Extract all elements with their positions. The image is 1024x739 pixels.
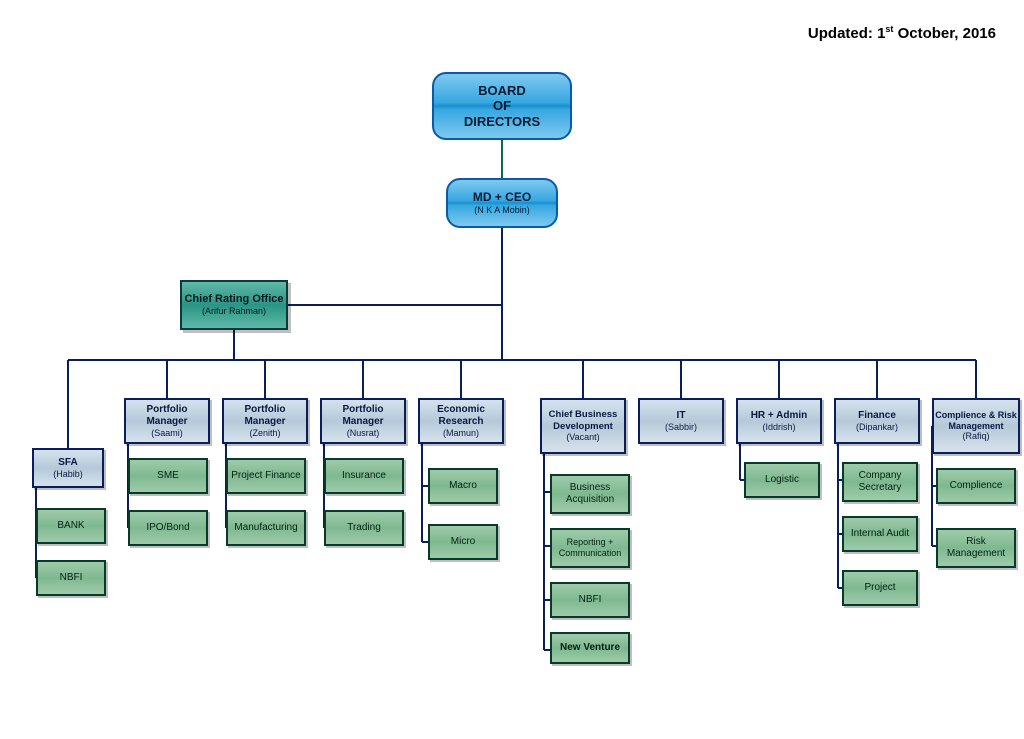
sfa: SFA(Habib) [32,448,104,488]
leaf-nbfi-1: NBFI [36,560,106,596]
leaf-reporting-communication: Reporting + Communication [550,528,630,568]
leaf-ipo-bond: IPO/Bond [128,510,208,546]
portfolio-manager-zenith: Portfolio Manager(Zenith) [222,398,308,444]
leaf-project-finance: Project Finance [226,458,306,494]
portfolio-manager-saami: Portfolio Manager(Saami) [124,398,210,444]
leaf-company-secretary: Company Secretary [842,462,918,502]
chief-business-development: Chief Business Development(Vacant) [540,398,626,454]
leaf-risk-management: Risk Management [936,528,1016,568]
hr-admin: HR + Admin(Iddrish) [736,398,822,444]
board-of-directors: BOARD OF DIRECTORS [432,72,572,140]
leaf-logistic: Logistic [744,462,820,498]
leaf-micro: Micro [428,524,498,560]
leaf-insurance: Insurance [324,458,404,494]
leaf-macro: Macro [428,468,498,504]
economic-research: Economic Research(Mamun) [418,398,504,444]
it: IT(Sabbir) [638,398,724,444]
chief-rating-office: Chief Rating Office (Arifur Rahman) [180,280,288,330]
leaf-sme: SME [128,458,208,494]
finance: Finance(Dipankar) [834,398,920,444]
leaf-project: Project [842,570,918,606]
leaf-manufacturing: Manufacturing [226,510,306,546]
leaf-compliance: Complience [936,468,1016,504]
leaf-business-acquisition: Business Acquisition [550,474,630,514]
portfolio-manager-nusrat: Portfolio Manager(Nusrat) [320,398,406,444]
compliance-risk-management: Complience & Risk Management(Rafiq) [932,398,1020,454]
leaf-trading: Trading [324,510,404,546]
leaf-internal-audit: Internal Audit [842,516,918,552]
leaf-nbfi-2: NBFI [550,582,630,618]
leaf-bank: BANK [36,508,106,544]
leaf-new-venture: New Venture [550,632,630,664]
md-ceo: MD + CEO (N K A Mobin) [446,178,558,228]
updated-date: Updated: 1st October, 2016 [808,24,996,42]
